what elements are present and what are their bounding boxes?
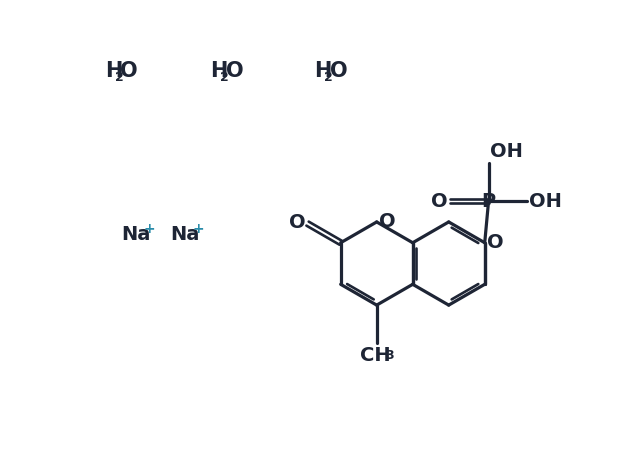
Text: O: O <box>487 233 504 252</box>
Text: +: + <box>193 222 204 236</box>
Text: O: O <box>225 61 243 81</box>
Text: 2: 2 <box>115 71 124 84</box>
Text: O: O <box>431 192 448 211</box>
Text: 3: 3 <box>385 349 394 362</box>
Text: Na: Na <box>170 225 200 243</box>
Text: H: H <box>314 61 332 81</box>
Text: CH: CH <box>360 345 390 365</box>
Text: O: O <box>289 213 305 232</box>
Text: OH: OH <box>529 192 562 211</box>
Text: +: + <box>144 222 156 236</box>
Text: O: O <box>379 212 396 231</box>
Text: H: H <box>210 61 228 81</box>
Text: O: O <box>330 61 347 81</box>
Text: 2: 2 <box>324 71 333 84</box>
Text: P: P <box>481 192 495 211</box>
Text: H: H <box>105 61 122 81</box>
Text: OH: OH <box>490 142 523 161</box>
Text: Na: Na <box>122 225 151 243</box>
Text: O: O <box>120 61 138 81</box>
Text: 2: 2 <box>220 71 229 84</box>
